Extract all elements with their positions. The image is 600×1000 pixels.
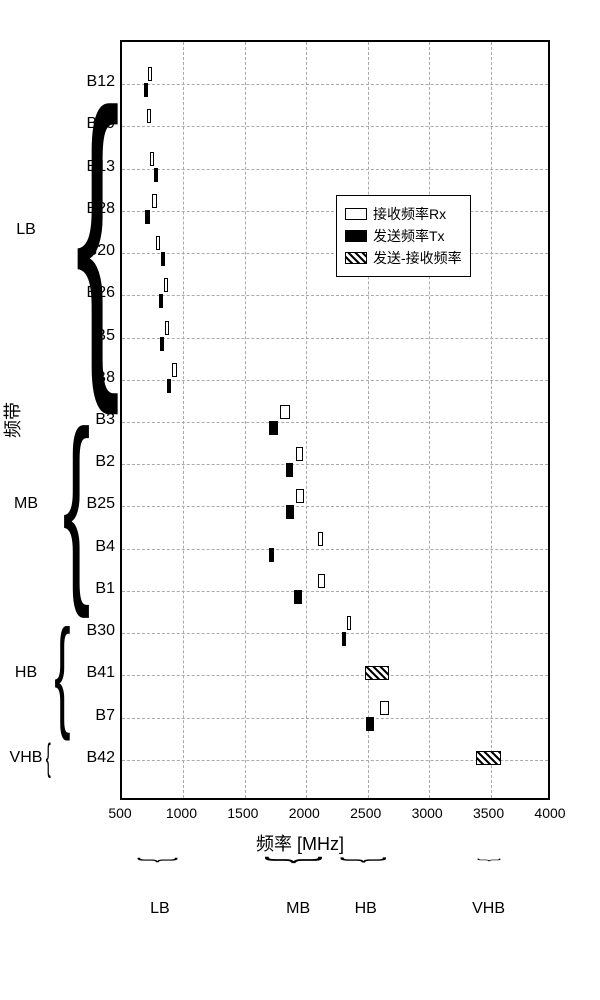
freq-bar-rx: [148, 67, 152, 81]
x-group-label: VHB: [472, 900, 505, 918]
gridline-h: [122, 591, 548, 592]
freq-bar-tx: [366, 717, 375, 731]
freq-bar-tx: [167, 379, 171, 393]
x-group-label: HB: [355, 900, 377, 918]
band-label: B7: [65, 707, 115, 725]
x-tick-label: 3000: [412, 805, 443, 821]
band-label: B30: [65, 622, 115, 640]
x-axis-label: 频率 [MHz]: [256, 830, 344, 856]
y-group-label: MB: [14, 495, 38, 513]
legend-label: 发送频率Tx: [373, 226, 445, 246]
y-group-label: HB: [15, 664, 37, 682]
freq-bar-txrx: [476, 751, 501, 765]
freq-bar-tx: [159, 294, 163, 308]
freq-bar-rx: [165, 321, 169, 335]
freq-bar-rx: [296, 489, 304, 503]
x-group-brace: }: [341, 857, 390, 863]
y-axis-label: 频带: [0, 402, 25, 438]
gridline-h: [122, 380, 548, 381]
gridline-h: [122, 422, 548, 423]
gridline-v: [183, 42, 184, 798]
freq-bar-tx: [286, 463, 293, 477]
gridline-h: [122, 126, 548, 127]
y-group-label: VHB: [10, 749, 43, 767]
freq-bar-rx: [280, 405, 289, 419]
freq-bar-tx: [161, 252, 165, 266]
y-group-brace: {: [54, 612, 70, 734]
freq-bar-rx: [318, 532, 324, 546]
freq-bar-rx: [296, 447, 303, 461]
freq-bar-tx: [160, 337, 164, 351]
x-tick-label: 4000: [534, 805, 565, 821]
freq-bar-rx: [150, 152, 154, 166]
x-group-brace: }: [267, 856, 328, 863]
gridline-h: [122, 633, 548, 634]
legend-label: 接收频率Rx: [373, 204, 446, 224]
legend-label: 发送-接收频率: [373, 248, 462, 268]
gridline-v: [429, 42, 430, 798]
freq-bar-tx: [269, 421, 278, 435]
y-group-label: LB: [16, 221, 36, 239]
y-group-brace: {: [46, 739, 51, 777]
freq-bar-tx: [145, 210, 151, 224]
x-group-label: LB: [150, 900, 170, 918]
x-tick-label: 2500: [350, 805, 381, 821]
legend-item: 发送频率Tx: [345, 226, 462, 246]
gridline-v: [245, 42, 246, 798]
x-tick-label: 1000: [166, 805, 197, 821]
page: 频带 频率 [MHz] 500 1000 1500 2000 2500 3000 3500 4…: [0, 0, 600, 1000]
legend-item: 发送-接收频率: [345, 248, 462, 268]
freq-bar-tx: [286, 505, 294, 519]
gridline-h: [122, 169, 548, 170]
legend-item: 接收频率Rx: [345, 204, 462, 224]
gridline-h: [122, 295, 548, 296]
legend-swatch: [345, 230, 367, 242]
chart-plot-area: [120, 40, 550, 800]
gridline-h: [122, 253, 548, 254]
legend: 接收频率Rx发送频率Tx发送-接收频率: [336, 195, 471, 277]
freq-bar-rx: [347, 616, 351, 630]
gridline-v: [306, 42, 307, 798]
x-group-brace: }: [476, 859, 501, 862]
freq-bar-rx: [147, 109, 151, 123]
gridline-v: [491, 42, 492, 798]
gridline-h: [122, 718, 548, 719]
freq-bar-rx: [172, 363, 176, 377]
legend-swatch: [345, 252, 367, 264]
x-tick-label: 1500: [227, 805, 258, 821]
freq-bar-rx: [164, 278, 168, 292]
gridline-h: [122, 464, 548, 465]
gridline-h: [122, 506, 548, 507]
x-tick-label: 2000: [289, 805, 320, 821]
freq-bar-txrx: [365, 666, 389, 680]
gridline-h: [122, 549, 548, 550]
freq-bar-rx: [156, 236, 160, 250]
gridline-h: [122, 211, 548, 212]
gridline-v: [368, 42, 369, 798]
legend-swatch: [345, 208, 367, 220]
y-group-brace: {: [63, 401, 91, 608]
gridline-h: [122, 675, 548, 676]
band-label: B41: [65, 664, 115, 682]
freq-bar-tx: [144, 83, 148, 97]
freq-bar-tx: [294, 590, 301, 604]
freq-bar-tx: [269, 548, 275, 562]
freq-bar-tx: [154, 168, 158, 182]
band-label: B42: [65, 749, 115, 767]
x-group-brace: }: [138, 857, 181, 862]
y-group-brace: {: [75, 63, 120, 397]
x-tick-label: 500: [108, 805, 131, 821]
freq-bar-rx: [380, 701, 389, 715]
gridline-h: [122, 338, 548, 339]
x-group-label: MB: [286, 900, 310, 918]
freq-bar-rx: [318, 574, 325, 588]
x-tick-label: 3500: [473, 805, 504, 821]
freq-bar-tx: [342, 632, 346, 646]
freq-bar-rx: [152, 194, 158, 208]
gridline-h: [122, 84, 548, 85]
